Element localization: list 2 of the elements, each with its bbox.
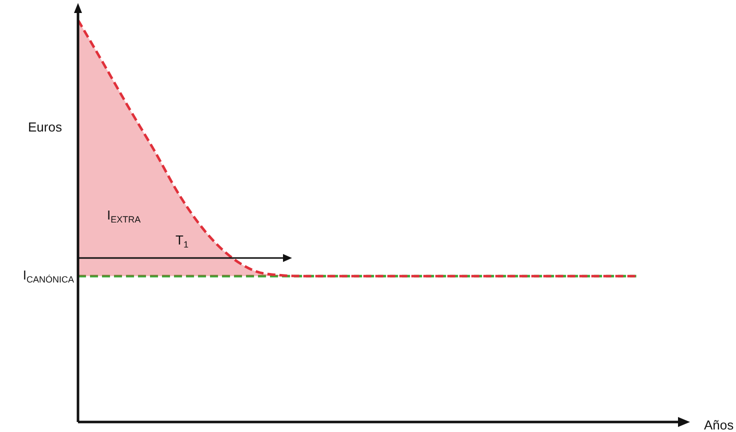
y-axis-title: Euros: [28, 120, 62, 135]
x-axis-title: Años: [704, 418, 734, 432]
